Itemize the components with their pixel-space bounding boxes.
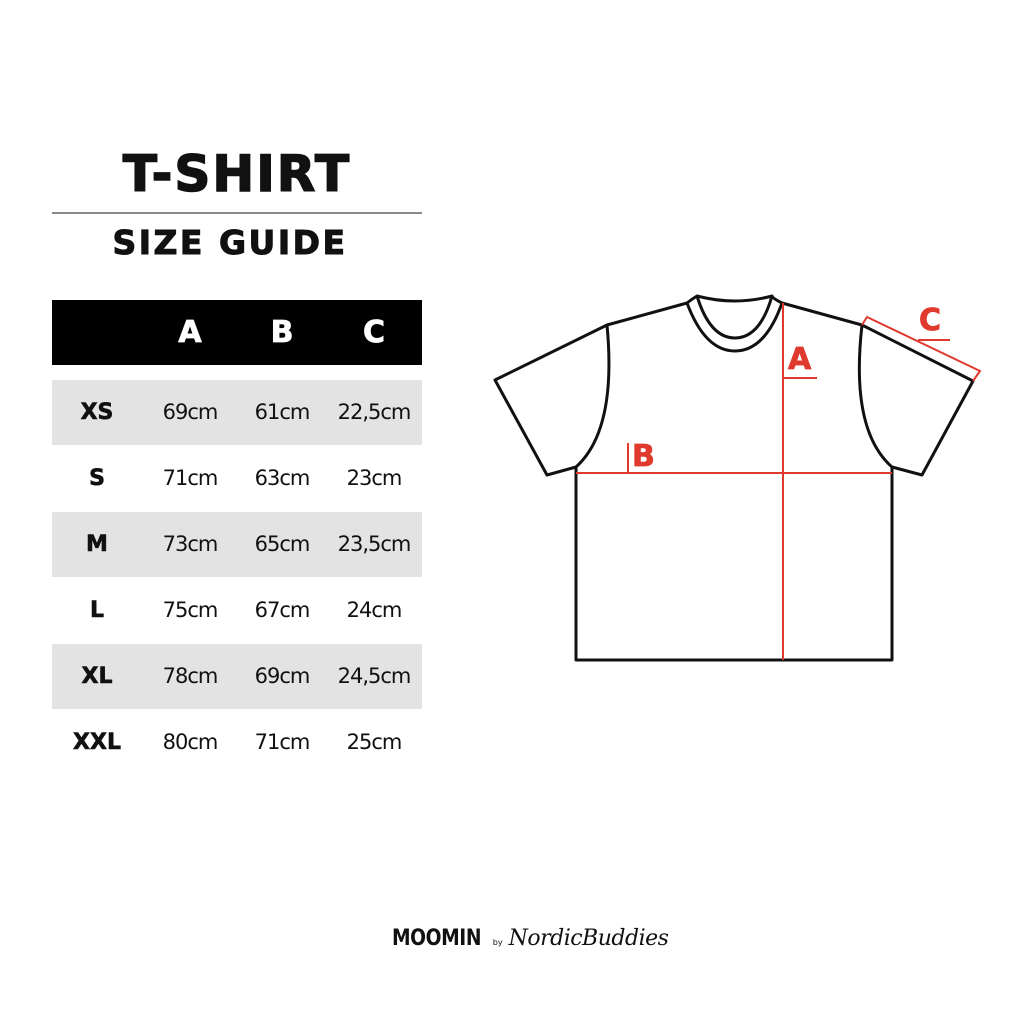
measure-c-line xyxy=(861,315,982,382)
value-c: 22,5cm xyxy=(337,400,412,424)
value-c: 24,5cm xyxy=(337,664,412,688)
size-label: L xyxy=(89,598,105,624)
moomin-logo: MOOMIN xyxy=(392,926,482,951)
collar-outer xyxy=(685,302,784,353)
label-b: B xyxy=(632,439,656,474)
value-a: 78cm xyxy=(162,664,219,688)
left-sleeve-seam xyxy=(574,324,611,469)
collar-inner xyxy=(695,295,774,340)
measure-lines xyxy=(576,303,982,660)
size-label: XL xyxy=(81,664,113,690)
value-c: 24cm xyxy=(346,598,403,622)
value-b: 63cm xyxy=(254,466,311,490)
value-b: 67cm xyxy=(254,598,311,622)
size-label: M xyxy=(86,532,109,558)
header-b: B xyxy=(270,315,294,351)
label-a: A xyxy=(788,342,812,377)
nordicbuddies-logo: NordicBuddies xyxy=(508,926,669,951)
table-row: S 71cm 63cm 23cm xyxy=(52,446,422,511)
brand-logo: MOOMIN by NordicBuddies xyxy=(392,926,669,960)
table-header: A B C xyxy=(52,300,422,365)
table-row: XL 78cm 69cm 24,5cm xyxy=(52,644,422,709)
value-a: 75cm xyxy=(162,598,219,622)
right-sleeve-seam xyxy=(857,324,893,469)
header-a: A xyxy=(178,315,202,351)
value-b: 61cm xyxy=(254,400,311,424)
table-row: XS 69cm 61cm 22,5cm xyxy=(52,380,422,445)
value-a: 80cm xyxy=(162,730,219,754)
size-label: XS xyxy=(80,400,114,426)
value-a: 73cm xyxy=(162,532,219,556)
divider xyxy=(52,212,422,214)
value-b: 69cm xyxy=(254,664,311,688)
table-row: M 73cm 65cm 23,5cm xyxy=(52,512,422,577)
value-c: 23,5cm xyxy=(337,532,412,556)
value-a: 71cm xyxy=(162,466,219,490)
page-subtitle: SIZE GUIDE xyxy=(112,223,348,263)
size-label: XXL xyxy=(73,730,122,756)
label-c: C xyxy=(919,303,942,338)
value-c: 23cm xyxy=(346,466,403,490)
value-b: 65cm xyxy=(254,532,311,556)
size-label: S xyxy=(89,466,105,492)
table-row: XXL 80cm 71cm 25cm xyxy=(52,710,422,775)
header-c: C xyxy=(362,315,386,351)
logo-by: by xyxy=(492,938,503,947)
table-row: L 75cm 67cm 24cm xyxy=(52,578,422,643)
value-b: 71cm xyxy=(254,730,311,754)
tshirt-outline xyxy=(493,294,975,662)
page-title: T-SHIRT xyxy=(122,144,352,204)
value-a: 69cm xyxy=(162,400,219,424)
value-c: 25cm xyxy=(346,730,403,754)
